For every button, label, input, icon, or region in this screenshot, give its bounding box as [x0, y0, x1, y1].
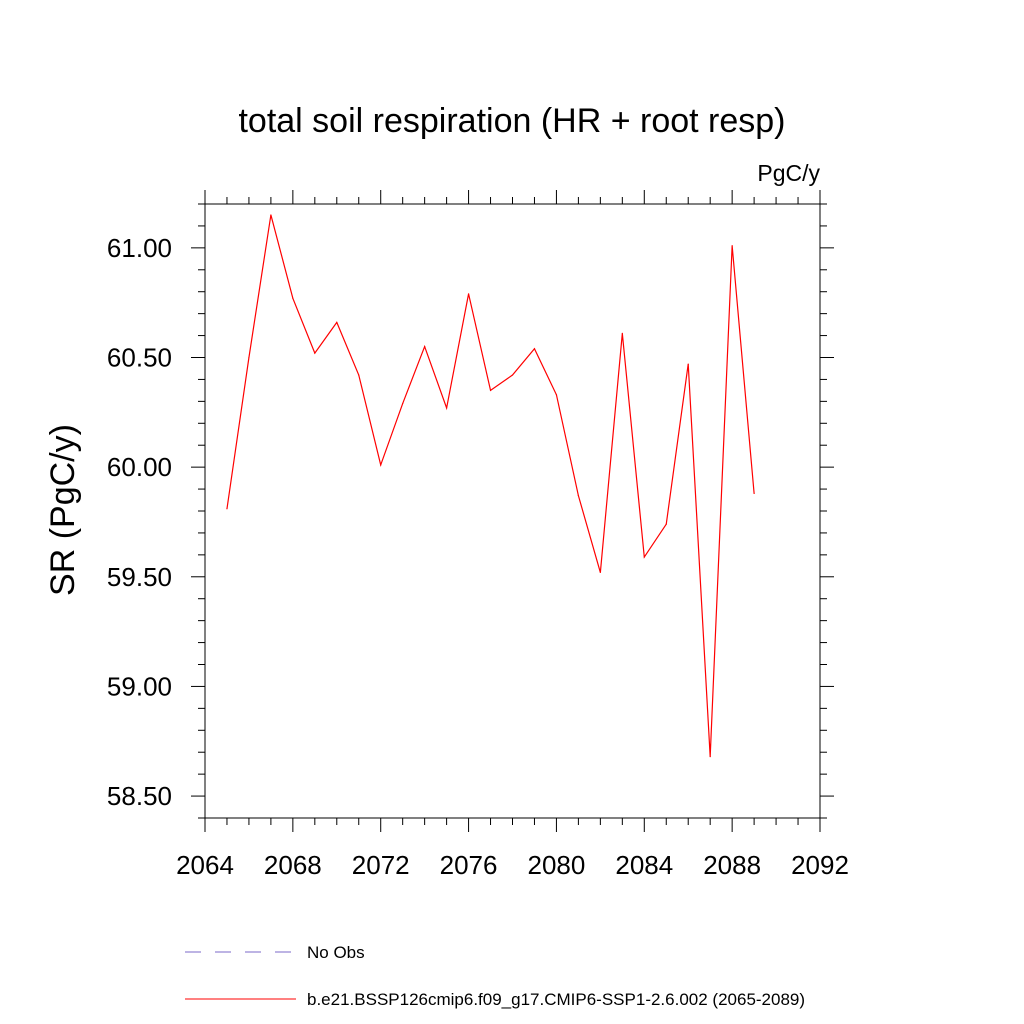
y-tick-label: 60.00: [107, 452, 172, 482]
x-tick-label: 2088: [703, 850, 761, 880]
data-point: [292, 297, 294, 299]
data-point: [665, 523, 667, 525]
data-point: [533, 348, 536, 350]
legend-label-2: b.e21.BSSP126cmip6.f09_g17.CMIP6-SSP1-2.…: [307, 990, 805, 1009]
legend: No Obs b.e21.BSSP126cmip6.f09_g17.CMIP6-S…: [185, 943, 805, 1009]
data-point: [467, 293, 470, 295]
minor-ticks: [198, 197, 827, 825]
data-point: [314, 352, 316, 354]
x-tick-label: 2072: [352, 850, 410, 880]
y-tick-label: 58.50: [107, 781, 172, 811]
data-point: [489, 389, 492, 391]
data-point: [402, 402, 404, 405]
data-point: [577, 495, 579, 497]
legend-label-1: No Obs: [307, 943, 365, 962]
series-layer: [226, 214, 755, 758]
data-point: [687, 363, 689, 365]
y-tick-label: 59.00: [107, 671, 172, 701]
x-tick-label: 2064: [176, 850, 234, 880]
y-tick-label: 61.00: [107, 233, 172, 263]
data-point: [358, 374, 360, 376]
x-tick-label: 2076: [440, 850, 498, 880]
data-point: [599, 571, 601, 574]
data-point: [709, 756, 711, 758]
data-point: [731, 245, 733, 247]
x-tick-label: 2080: [528, 850, 586, 880]
x-tick-label: 2092: [791, 850, 849, 880]
y-axis-label: SR (PgC/y): [44, 424, 82, 596]
data-point: [511, 374, 514, 376]
data-point: [446, 407, 448, 409]
series-line: [226, 214, 755, 757]
chart-title: total soil respiration (HR + root resp): [238, 102, 785, 140]
x-tick-labels: 2064 2068 2072 2076 2080 2084 2088 2092: [176, 850, 849, 880]
data-point: [621, 332, 623, 334]
data-point: [643, 556, 645, 558]
data-point: [248, 356, 250, 359]
y-tick-label: 59.50: [107, 562, 172, 592]
major-ticks: [191, 190, 834, 832]
units-label: PgC/y: [757, 160, 820, 186]
data-point: [336, 321, 338, 324]
data-point: [380, 464, 382, 466]
x-tick-label: 2068: [264, 850, 322, 880]
x-tick-label: 2084: [615, 850, 673, 880]
y-tick-labels: 58.50 59.00 59.50 60.00 60.50 61.00: [107, 233, 172, 811]
data-point: [424, 345, 426, 348]
data-point: [555, 394, 558, 396]
y-tick-label: 60.50: [107, 343, 172, 373]
data-point: [270, 214, 272, 216]
data-point: [226, 508, 228, 510]
plot-frame: [204, 203, 821, 819]
data-point: [753, 492, 755, 495]
